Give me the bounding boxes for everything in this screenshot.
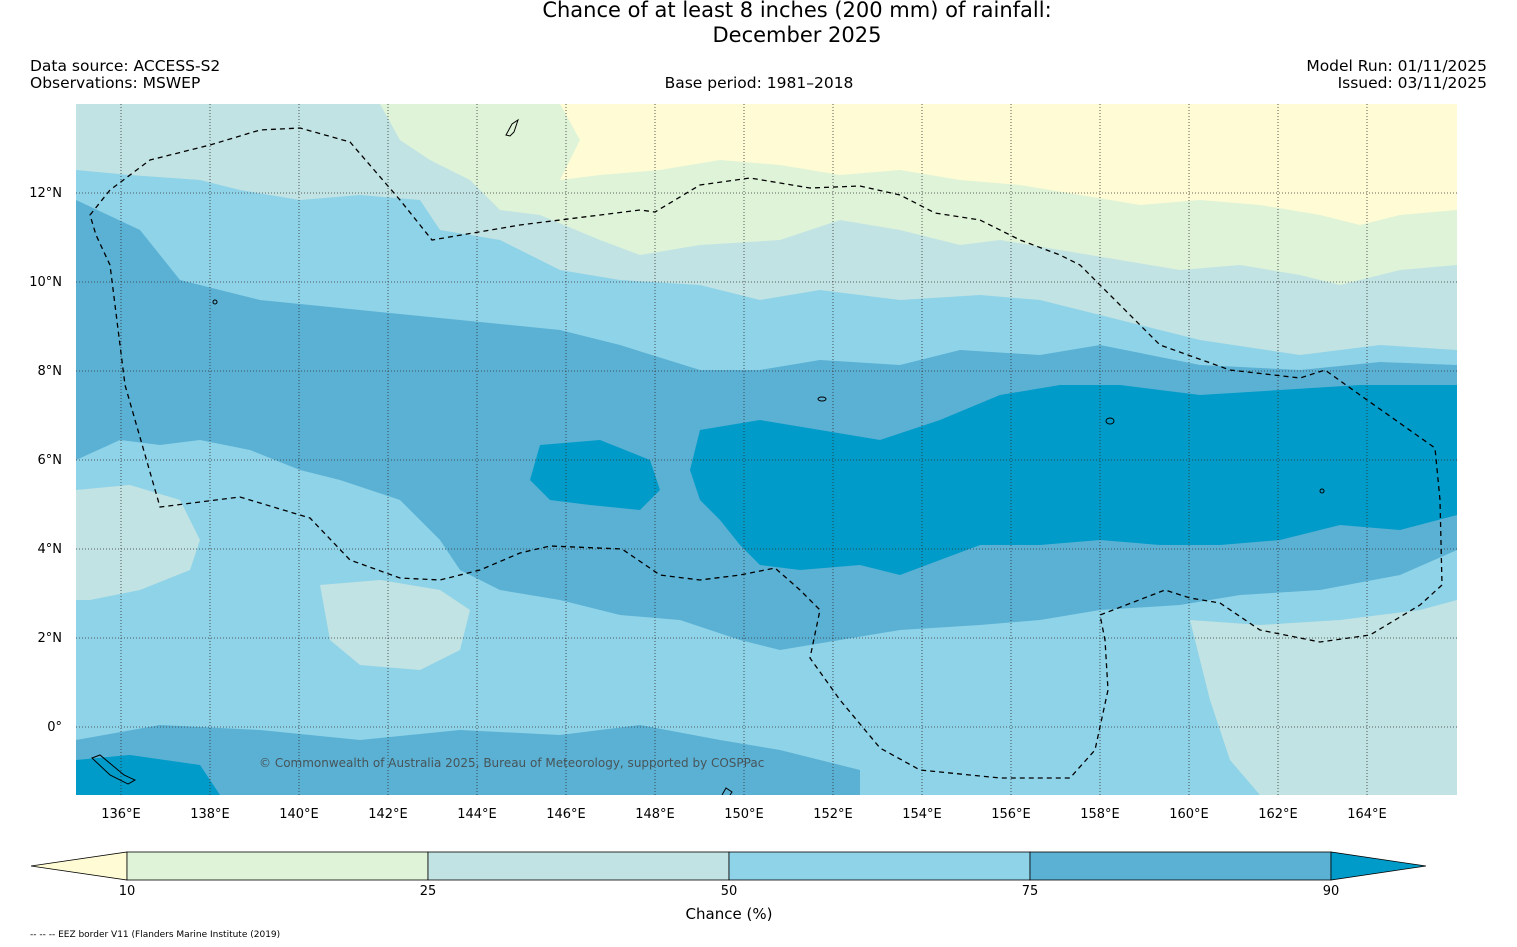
lat-label-2n: 2°N <box>37 631 63 646</box>
title-line-2: December 2025 <box>712 23 882 47</box>
issued-text: Issued: 03/11/2025 <box>1337 74 1487 92</box>
lat-label-6n: 6°N <box>37 453 63 468</box>
colorbar <box>30 851 1427 881</box>
copyright-credit: © Commonwealth of Australia 2025, Bureau… <box>259 756 765 770</box>
band-25-50-patch <box>320 580 470 670</box>
graticule <box>76 104 1457 795</box>
pohnpei-island <box>1105 417 1115 425</box>
lat-label-12n: 12°N <box>29 186 62 201</box>
colorbar-bin-25-50 <box>427 851 730 881</box>
island-palau-north <box>212 299 218 305</box>
colorbar-extend-low <box>30 851 128 881</box>
guam-island <box>505 118 519 137</box>
colorbar-extend-high <box>1330 851 1427 881</box>
title-line-1: Chance of at least 8 inches (200 mm) of … <box>542 0 1052 22</box>
band-25-50-southeast <box>1190 600 1457 795</box>
band-above-90-east <box>690 385 1457 575</box>
colorbar-bin-50-75 <box>728 851 1031 881</box>
colorbar-title: Chance (%) <box>685 905 773 923</box>
colorbar-tick-25: 25 <box>419 884 437 899</box>
lon-label-140e: 140°E <box>279 807 319 822</box>
lon-label-152e: 152°E <box>813 807 853 822</box>
lon-label-148e: 148°E <box>635 807 675 822</box>
band-below-10-north <box>560 104 1457 225</box>
lon-label-158e: 158°E <box>1080 807 1120 822</box>
lon-label-136e: 136°E <box>101 807 141 822</box>
chuuk-island <box>817 396 827 402</box>
chart-title: Chance of at least 8 inches (200 mm) of … <box>0 0 1517 48</box>
lon-label-154e: 154°E <box>902 807 942 822</box>
kosrae-island <box>1319 488 1325 494</box>
lat-label-10n: 10°N <box>29 275 62 290</box>
lat-label-4n: 4°N <box>37 542 63 557</box>
colorbar-tick-50: 50 <box>720 884 738 899</box>
data-source-text: Data source: ACCESS-S2 <box>30 57 221 75</box>
rainfall-probability-field <box>76 104 1457 795</box>
colorbar-tick-10: 10 <box>118 884 136 899</box>
lon-label-150e: 150°E <box>724 807 764 822</box>
colorbar-tick-75: 75 <box>1021 884 1039 899</box>
colorbar-tick-90: 90 <box>1322 884 1340 899</box>
lon-label-164e: 164°E <box>1347 807 1387 822</box>
islands <box>91 118 1325 795</box>
island-south <box>721 787 733 795</box>
colorbar-bin-10-25 <box>126 851 429 881</box>
lon-label-162e: 162°E <box>1258 807 1298 822</box>
eez-footnote: -- -- -- EEZ border V11 (Flanders Marine… <box>30 930 281 940</box>
colorbar-bin-75-90 <box>1029 851 1332 881</box>
lon-label-144e: 144°E <box>457 807 497 822</box>
lon-label-142e: 142°E <box>368 807 408 822</box>
lon-label-146e: 146°E <box>546 807 586 822</box>
lon-label-160e: 160°E <box>1169 807 1209 822</box>
base-period-text: Base period: 1981–2018 <box>664 74 854 92</box>
new-guinea-coast <box>91 754 137 785</box>
band-above-90-west <box>530 440 660 510</box>
model-run-text: Model Run: 01/11/2025 <box>1306 57 1487 75</box>
band-75-90-south <box>76 725 860 795</box>
lat-label-0: 0° <box>47 720 62 735</box>
lon-label-156e: 156°E <box>991 807 1031 822</box>
lat-label-8n: 8°N <box>37 364 63 379</box>
eez-border <box>89 127 1443 779</box>
lon-label-138e: 138°E <box>190 807 230 822</box>
observations-text: Observations: MSWEP <box>30 74 201 92</box>
band-25-50-southwest <box>76 485 200 600</box>
